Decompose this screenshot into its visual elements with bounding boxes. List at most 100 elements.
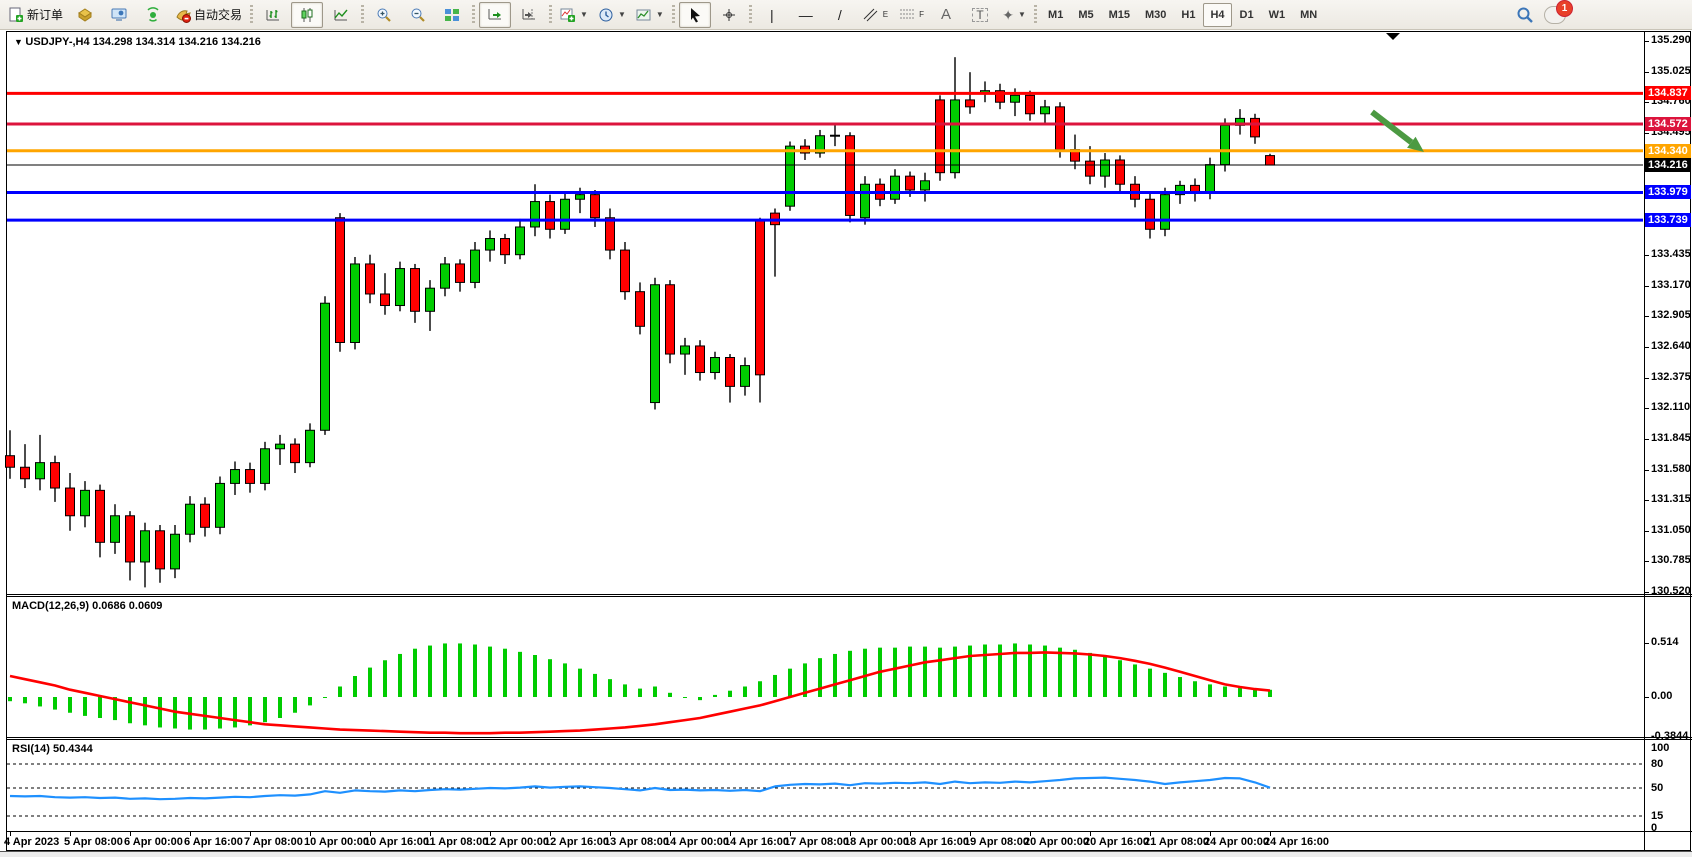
market-button[interactable] <box>103 2 135 28</box>
time-axis-label: 12 Apr 00:00 <box>484 836 550 848</box>
new-order-button[interactable]: 新订单 <box>4 2 67 28</box>
text-label-tool[interactable]: T <box>964 2 996 28</box>
price-axis-label: 132.905 <box>1651 309 1691 321</box>
toolbar-separator <box>748 4 752 25</box>
candlestick-chart-button[interactable] <box>291 1 324 28</box>
candle-up <box>515 226 525 256</box>
price-axis-tick <box>1644 470 1649 471</box>
cursor-icon <box>690 7 700 22</box>
history-center-button[interactable] <box>69 2 101 28</box>
time-axis-label: 10 Apr 00:00 <box>304 836 370 848</box>
terminal-icon <box>111 8 127 21</box>
price-axis-tick <box>1644 378 1649 379</box>
price-axis-label: 135.290 <box>1651 34 1691 46</box>
new-order-label: 新订单 <box>27 8 64 22</box>
timeframe-W1[interactable]: W1 <box>1268 8 1286 21</box>
timeframe-MN[interactable]: MN <box>1300 8 1318 21</box>
price-axis-tick <box>1644 286 1649 287</box>
candle-up <box>80 489 90 517</box>
panel-separator <box>6 739 1692 740</box>
candle-down <box>1085 160 1095 177</box>
time-axis-label: 4 Apr 2023 <box>4 836 60 848</box>
chart-shift-button[interactable] <box>513 2 545 28</box>
rsi-line <box>9 776 1271 801</box>
toolbar: 新订单 自动交易 ▼ ▼ <box>0 0 1692 30</box>
crosshair-button[interactable] <box>713 2 745 28</box>
candle-up <box>170 533 180 570</box>
timeframe-M1[interactable]: M1 <box>1048 8 1064 21</box>
zoom-out-button[interactable] <box>402 2 434 28</box>
timeframe-M30[interactable]: M30 <box>1145 8 1167 21</box>
cursor-button[interactable] <box>678 1 711 28</box>
signals-button[interactable] <box>137 2 169 28</box>
candle-down <box>335 217 345 343</box>
macd-histogram-bar <box>1103 656 1107 697</box>
toolbar-separator <box>671 4 675 25</box>
macd-histogram-bar <box>983 644 987 697</box>
indicators-button[interactable]: ▼ <box>556 2 592 28</box>
macd-panel-canvas[interactable] <box>0 597 1692 737</box>
timeframe-group: M1 M5 M15 M30 H1 H4 D1 W1 MN <box>1041 2 1324 27</box>
time-axis-label: 6 Apr 16:00 <box>184 836 243 848</box>
macd-histogram-bar <box>338 686 342 697</box>
candle-down <box>245 469 255 484</box>
timeframe-M15[interactable]: M15 <box>1108 8 1130 21</box>
macd-histogram-bar <box>848 650 852 697</box>
candle-up <box>560 198 570 230</box>
macd-histogram-bar <box>1238 688 1242 697</box>
zoom-in-button[interactable] <box>368 2 400 28</box>
timeframe-H1[interactable]: H1 <box>1181 8 1196 21</box>
vertical-line-icon: | <box>769 6 774 23</box>
time-axis-label: 11 Apr 08:00 <box>424 836 489 848</box>
fibonacci-tool[interactable]: F <box>894 2 928 28</box>
macd-histogram-bar <box>143 697 147 726</box>
price-badge: 134.340 <box>1645 144 1691 158</box>
timeframe-D1[interactable]: D1 <box>1239 8 1254 21</box>
templates-button[interactable]: ▼ <box>632 2 668 28</box>
dropdown-caret-icon: ▼ <box>580 10 588 19</box>
macd-histogram-bar <box>773 674 777 697</box>
macd-histogram-bar <box>488 646 492 697</box>
line-chart-button[interactable] <box>325 2 357 28</box>
candle-up <box>395 268 405 307</box>
trendline-icon: / <box>837 6 842 23</box>
candle-down <box>725 357 735 387</box>
time-axis-label: 7 Apr 08:00 <box>244 836 303 848</box>
arrows-tool[interactable]: ✦ ▼ <box>998 2 1030 28</box>
candle-down <box>545 201 555 230</box>
vertical-line-tool[interactable]: | <box>756 2 788 28</box>
notification-bubble-icon[interactable]: 1 <box>1544 0 1573 24</box>
channel-tool[interactable]: E <box>858 2 892 28</box>
horizontal-line-tool[interactable]: — <box>790 2 822 28</box>
text-tool[interactable]: A <box>930 2 962 28</box>
candle-up <box>1100 159 1110 177</box>
ohlc-label: 134.298 134.314 134.216 134.216 <box>92 36 261 48</box>
main-chart-canvas[interactable] <box>0 31 1692 594</box>
auto-scroll-button[interactable] <box>479 1 512 28</box>
candle-down <box>995 90 1005 103</box>
time-axis-tick <box>130 832 131 836</box>
macd-histogram-bar <box>308 697 312 706</box>
candle-down <box>1265 155 1275 166</box>
auto-trading-button[interactable]: 自动交易 <box>171 2 246 28</box>
search-icon[interactable] <box>1516 6 1534 24</box>
trendline-tool[interactable]: / <box>824 2 856 28</box>
timeframe-M5[interactable]: M5 <box>1078 8 1094 21</box>
rsi-panel-canvas[interactable] <box>0 740 1692 831</box>
macd-histogram-bar <box>368 667 372 697</box>
price-axis-line <box>1644 31 1645 851</box>
macd-histogram-bar <box>458 643 462 697</box>
timeframe-H4[interactable]: H4 <box>1203 2 1232 27</box>
macd-histogram-bar <box>1118 660 1122 697</box>
macd-axis-label: 0.514 <box>1651 636 1679 648</box>
collapse-caret-icon[interactable]: ▼ <box>14 37 26 47</box>
candle-down <box>590 194 600 219</box>
periods-button[interactable]: ▼ <box>594 2 630 28</box>
tile-windows-icon <box>445 8 460 21</box>
tile-windows-button[interactable] <box>436 2 468 28</box>
shapes-icon: ✦ <box>1002 6 1014 23</box>
price-axis-tick <box>1644 102 1649 103</box>
candle-up <box>1160 194 1170 230</box>
bar-chart-button[interactable] <box>257 2 289 28</box>
time-axis-tick <box>610 832 611 836</box>
